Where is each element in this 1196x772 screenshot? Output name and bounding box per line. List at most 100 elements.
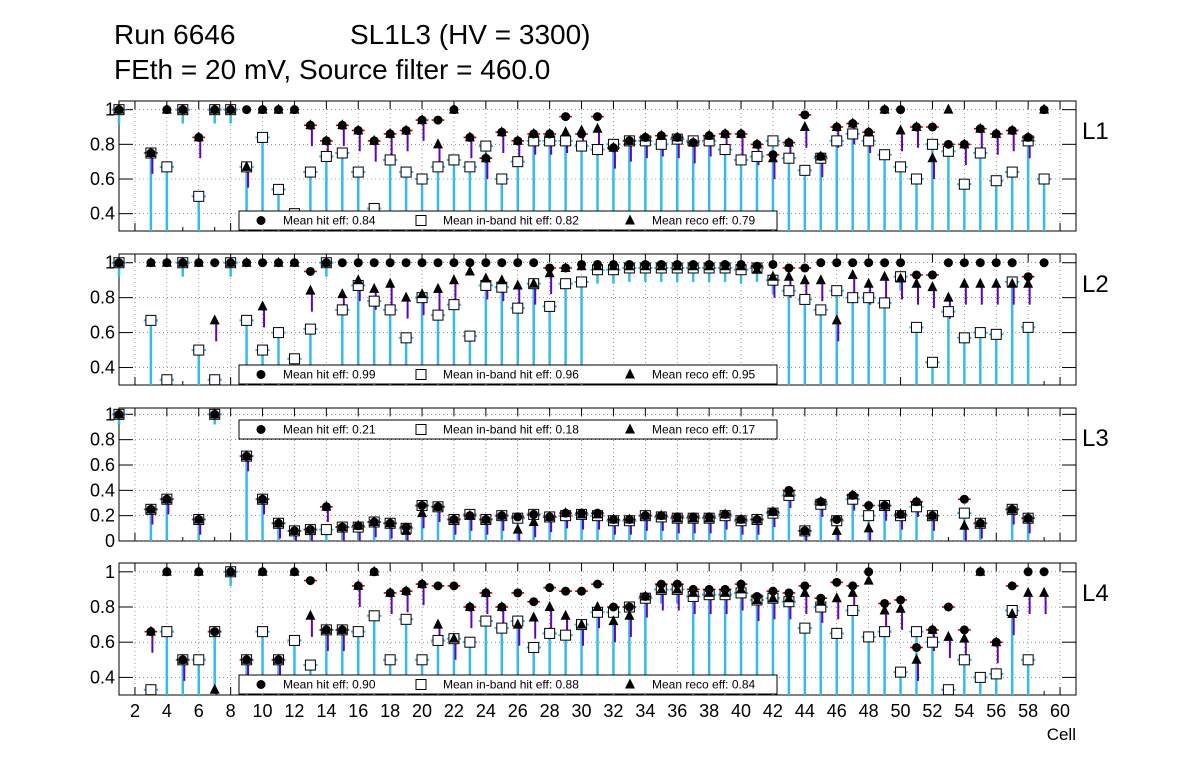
reco-marker: [847, 268, 858, 279]
inband-marker: [320, 524, 332, 536]
hit-marker: [1023, 567, 1033, 577]
inband-marker: [448, 299, 460, 311]
inband-marker: [655, 138, 667, 150]
inband-marker: [336, 147, 348, 159]
hit-marker: [545, 263, 555, 273]
y-tick-label: 1: [105, 253, 115, 273]
x-tick-label: 10: [253, 701, 273, 721]
reco-marker: [209, 314, 220, 325]
x-tick-label: 12: [284, 701, 304, 721]
hit-marker: [608, 602, 618, 612]
hit-marker: [832, 258, 842, 268]
x-tick-label: 50: [891, 701, 911, 721]
hit-marker: [640, 511, 650, 521]
hit-marker: [975, 124, 985, 134]
y-tick-label: 0.4: [90, 204, 115, 224]
inband-marker: [911, 173, 922, 185]
inband-marker: [958, 507, 970, 519]
hit-marker: [1023, 132, 1033, 142]
hit-marker: [305, 525, 315, 535]
reco-marker: [847, 586, 858, 597]
inband-marker: [799, 293, 811, 305]
reco-marker: [863, 277, 874, 288]
hit-marker: [449, 105, 459, 115]
x-tick-label: 16: [348, 701, 368, 721]
reco-marker: [305, 284, 316, 295]
y-tick-label: 1: [105, 562, 115, 582]
hit-marker: [162, 567, 172, 577]
inband-marker: [496, 173, 508, 185]
hit-marker: [497, 602, 507, 612]
inband-marker: [942, 306, 954, 318]
legend: Mean hit eff: 0.21 Mean in-band hit eff: …: [238, 419, 778, 440]
hit-marker: [321, 625, 331, 635]
hit-marker: [114, 105, 124, 115]
hit-marker: [353, 125, 363, 135]
reco-marker: [831, 592, 842, 603]
reco-marker: [959, 519, 970, 530]
hit-marker: [258, 105, 268, 115]
hit-marker: [959, 494, 969, 504]
legend-hit-text: Mean hit eff: 0.21: [283, 423, 376, 437]
reco-marker: [512, 279, 523, 290]
inband-marker: [273, 327, 284, 339]
panel-l2: 1 0.8 0.6 0.4 L2 Mean hit eff: 0.99 Mean in-ba…: [90, 253, 1109, 386]
hit-marker: [114, 409, 124, 419]
hit-marker: [880, 598, 890, 608]
hit-marker: [1007, 581, 1017, 591]
hit-marker: [337, 625, 347, 635]
inband-marker: [304, 323, 316, 335]
hit-marker: [529, 509, 539, 519]
hit-marker: [1007, 125, 1017, 135]
inband-marker: [304, 166, 316, 178]
inband-marker: [831, 627, 843, 639]
hit-marker: [800, 526, 810, 536]
reco-marker: [464, 265, 475, 276]
legend-box: [238, 210, 778, 231]
x-tick-label: 24: [476, 701, 496, 721]
legend: Mean hit eff: 0.99 Mean in-band hit eff: …: [238, 364, 778, 385]
legend-inband-text: Mean in-band hit eff: 0.18: [443, 423, 579, 437]
hit-marker: [943, 602, 953, 612]
layer-label: L4: [1082, 580, 1109, 607]
hit-marker: [321, 136, 331, 146]
reco-marker: [496, 274, 507, 285]
inband-marker: [193, 654, 205, 666]
inband-marker: [464, 330, 476, 342]
y-tick-label: 0.8: [90, 430, 115, 450]
legend-reco-marker: [625, 423, 635, 434]
hit-marker: [385, 588, 395, 598]
reco-marker: [1007, 608, 1018, 619]
hit-marker: [226, 105, 236, 115]
inband-marker: [432, 161, 444, 173]
reco-marker: [241, 160, 252, 171]
inband-marker: [958, 178, 970, 190]
x-tick-label: 18: [380, 701, 400, 721]
hit-marker: [991, 637, 1001, 647]
hit-marker: [864, 567, 874, 577]
hit-marker: [146, 148, 156, 158]
hit-marker: [529, 129, 539, 139]
x-axis-title: Cell: [1047, 725, 1076, 744]
hit-marker: [274, 655, 283, 665]
hit-marker: [465, 258, 475, 268]
hit-marker: [481, 153, 491, 163]
reco-marker: [863, 574, 874, 585]
hit-marker: [226, 258, 236, 268]
y-tick-label: 0.6: [90, 632, 115, 652]
reco-marker: [799, 274, 810, 285]
legend-reco-text: Mean reco eff: 0.17: [652, 423, 756, 437]
legend-reco-text: Mean reco eff: 0.84: [652, 678, 756, 692]
hit-marker: [1007, 258, 1017, 268]
y-tick-label: 0: [105, 531, 115, 551]
hit-marker: [194, 258, 204, 268]
reco-marker: [417, 507, 428, 518]
reco-marker: [975, 277, 986, 288]
hit-marker: [784, 263, 794, 273]
legend-inband-marker: [415, 424, 427, 435]
inband-marker: [241, 314, 253, 326]
inband-marker: [560, 278, 572, 290]
reco-marker: [783, 270, 794, 281]
reco-marker: [448, 632, 459, 643]
